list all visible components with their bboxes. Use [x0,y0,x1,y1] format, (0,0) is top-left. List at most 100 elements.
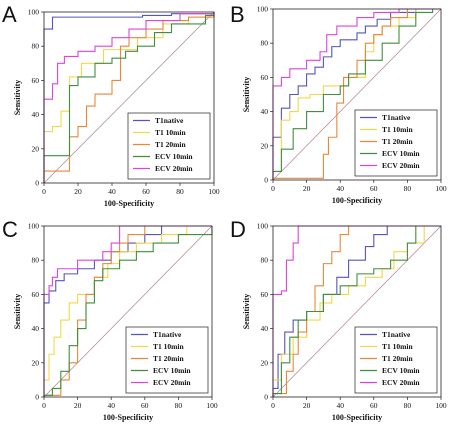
plot-frame [272,8,442,181]
y-tick-label: 40 [32,324,40,333]
legend-label: ECV 20min [153,378,191,387]
x-axis-title: 100-Specificity [332,413,382,422]
y-tick-label: 40 [261,324,269,333]
legend-label: ECV 10min [155,152,193,161]
y-tick-label: 60 [32,76,40,85]
x-tick-label: 80 [175,401,183,410]
legend: T1native T1 10min T1 20min ECV 10min ECV 20m… [354,109,438,177]
x-tick-label: 0 [42,187,46,196]
y-tick-label: 60 [261,290,269,299]
y-tick-label: 80 [32,42,40,51]
x-tick-label: 0 [42,401,46,410]
panel-d: D 0 20 40 60 80 100 0 20 40 60 80 100 100-Specificity… [230,217,447,422]
legend: T1native T1 10min T1 20min ECV 10min ECV 20m… [127,112,211,180]
y-tick-label: 0 [35,179,39,188]
x-tick-label: 40 [107,401,115,410]
reference-diagonal [272,225,442,398]
x-tick-label: 80 [176,187,184,196]
roc-curve-t1-20min [272,8,441,180]
legend-label: T1 10min [155,128,186,137]
y-tick-label: 0 [35,393,39,402]
reference-diagonal [43,11,215,184]
legend-label: T1 10min [153,342,184,351]
x-tick-label: 60 [370,184,378,193]
y-tick-label: 80 [32,256,40,265]
legend-label: T1 10min [382,125,413,134]
x-tick-label: 100 [435,184,447,193]
legend-label: ECV 10min [382,149,420,158]
x-tick-label: 0 [271,184,275,193]
y-tick-label: 40 [261,107,269,116]
legend-label: ECV 10min [153,366,191,375]
y-tick-label: 100 [28,222,40,231]
roc-curve-ecv-10min [272,225,441,397]
y-axis-title: Sensitivity [242,294,251,330]
reference-diagonal [43,225,213,398]
x-tick-label: 20 [74,187,82,196]
panel-letter: A [2,2,17,27]
y-tick-label: 20 [32,144,40,153]
y-tick-label: 100 [257,5,269,14]
y-tick-label: 60 [32,290,40,299]
plot-frame [43,11,215,184]
y-axis-title: Sensitivity [13,294,22,330]
x-tick-label: 20 [74,401,82,410]
legend-label: T1native [382,330,411,339]
legend-label: ECV 10min [382,366,420,375]
panel-c: C 0 20 40 60 80 100 0 20 40 60 80 100 100-Specificity… [2,217,218,422]
roc-curve-ecv-20min [272,8,441,180]
legend-label: T1 20min [382,137,413,146]
legend-label: T1native [155,116,184,125]
reference-diagonal [272,8,442,181]
legend-label: ECV 20min [155,164,193,173]
roc-curve-ecv-20min [272,225,441,397]
x-tick-label: 20 [303,184,311,193]
roc-curve-t1native [43,225,212,397]
y-tick-label: 100 [28,8,40,17]
roc-curve-ecv-10min [43,226,213,397]
legend-label: ECV 20min [382,161,420,170]
x-tick-label: 80 [404,184,412,193]
panel-letter: C [2,217,18,242]
x-tick-label: 60 [370,401,378,410]
legend-label: T1native [382,113,411,122]
x-tick-label: 40 [336,184,344,193]
legend-label: T1 20min [155,140,186,149]
plot-frame [272,225,442,398]
x-tick-label: 100 [206,401,218,410]
panel-a: A 0 20 40 60 80 100 0 20 40 60 80 100 100-Specificity… [2,2,220,208]
plot-frame [43,225,213,398]
y-axis-title: Sensitivity [13,80,22,116]
y-tick-label: 80 [261,39,269,48]
roc-curve-ecv-10min [43,12,215,183]
x-axis-title: 100-Specificity [332,196,382,205]
roc-curve-ecv-10min [272,8,441,180]
x-tick-label: 60 [142,187,150,196]
legend-label: ECV 20min [382,378,420,387]
y-tick-label: 20 [261,358,269,367]
y-tick-label: 20 [32,358,40,367]
x-tick-label: 20 [303,401,311,410]
legend-label: T1 20min [153,354,184,363]
roc-curve-ecv-20min [43,225,212,397]
y-axis-title: Sensitivity [242,77,251,113]
panel-letter: D [230,217,246,242]
x-tick-label: 40 [108,187,116,196]
y-tick-label: 100 [257,222,269,231]
y-tick-label: 0 [264,393,268,402]
legend-label: T1 10min [382,342,413,351]
x-axis-title: 100-Specificity [104,199,154,208]
x-tick-label: 100 [208,187,220,196]
y-tick-label: 80 [261,256,269,265]
x-tick-label: 60 [141,401,149,410]
panel-letter: B [230,2,245,27]
y-tick-label: 40 [32,110,40,119]
legend-label: T1native [153,330,182,339]
x-tick-label: 100 [435,401,447,410]
roc-curve-t1-20min [43,225,212,397]
legend: T1native T1 10min T1 20min ECV 10min ECV 20m… [125,326,209,394]
y-tick-label: 60 [261,73,269,82]
roc-curve-ecv-20min [43,12,215,183]
y-tick-label: 0 [264,176,268,185]
